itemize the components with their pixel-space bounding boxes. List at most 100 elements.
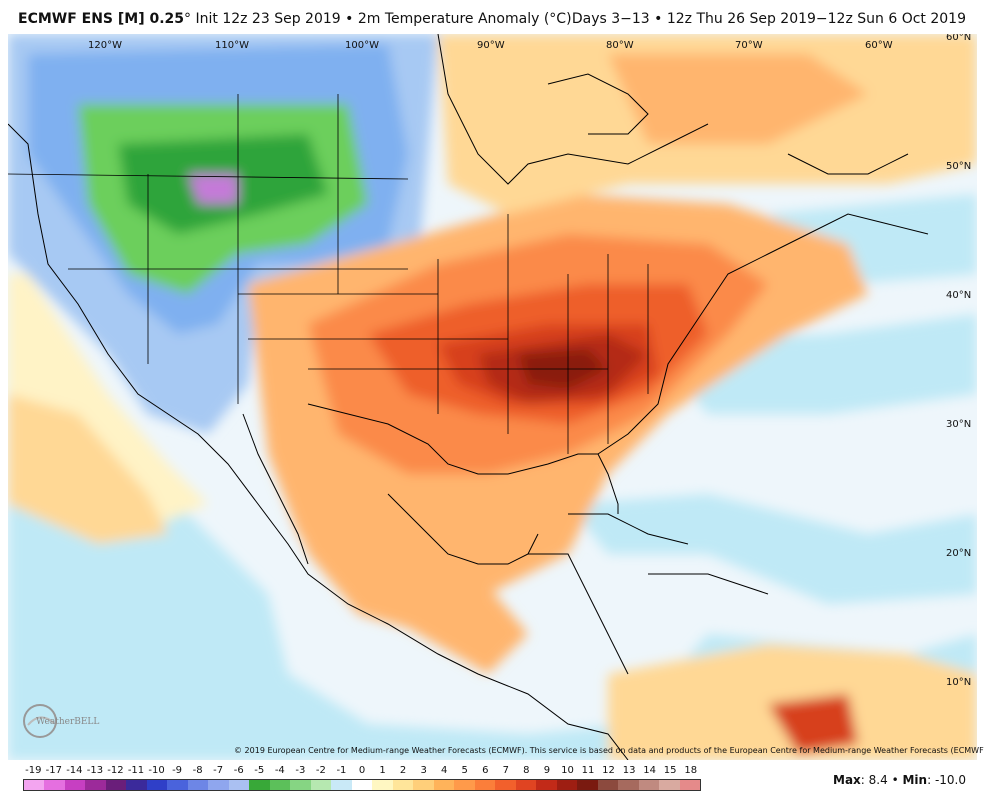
colorbar-swatch: [638, 780, 660, 790]
model-name: ECMWF ENS [M] 0.25: [18, 11, 185, 27]
colorbar-tick-label: 11: [581, 765, 595, 776]
stats-separator: •: [891, 773, 899, 787]
colorbar-tick-label: 12: [602, 765, 615, 776]
colorbar-tick-label: -10: [148, 765, 165, 776]
colorbar-tick-label: -12: [107, 765, 124, 776]
colorbar-tick-label: 13: [622, 765, 636, 776]
lat-label: 20°N: [946, 548, 971, 559]
separator: •: [345, 11, 354, 27]
colorbar-swatch: [413, 780, 434, 790]
lon-label: 60°W: [865, 40, 893, 51]
colorbar-tick-label: 0: [358, 765, 366, 776]
colorbar-tick-label: 1: [379, 765, 386, 776]
colorbar-swatch: [515, 780, 537, 790]
field-name: 2m Temperature Anomaly (: [357, 11, 550, 27]
map-panel: 120°W 110°W 100°W 90°W 80°W 70°W 60°W 60…: [8, 34, 977, 760]
lon-label: 120°W: [88, 40, 122, 51]
colorbar-swatch: [64, 780, 86, 790]
colorbar-swatch: [146, 780, 168, 790]
field-unit: °C): [549, 11, 572, 27]
colorbar-tick-label: 4: [440, 765, 448, 776]
colorbar-swatch: [577, 780, 598, 790]
colorbar-tick-label: 2: [399, 765, 407, 776]
lon-label: 90°W: [477, 40, 505, 51]
colorbar-tick-label: -2: [315, 765, 326, 776]
colorbar-swatch: [105, 780, 127, 790]
colorbar-swatch: [351, 780, 373, 790]
colorbar-swatch: [310, 780, 332, 790]
colorbar-tick-label: 9: [543, 765, 551, 776]
colorbar-tick-label: -5: [254, 765, 265, 776]
colorbar-swatch: [24, 780, 45, 790]
colorbar-tick-label: -7: [213, 765, 224, 776]
lon-label: 100°W: [345, 40, 379, 51]
colorbar-tick-label: 10: [561, 765, 574, 776]
colorbar-tick-label: -3: [295, 765, 306, 776]
colorbar-tick-label: 6: [482, 765, 489, 776]
colorbar-swatch: [331, 780, 352, 790]
lon-label: 70°W: [735, 40, 763, 51]
lon-label: 110°W: [215, 40, 249, 51]
colorbar-swatch: [454, 780, 475, 790]
colorbar-swatch: [228, 780, 250, 790]
colorbar-tick-label: 14: [643, 765, 656, 776]
header: ECMWF ENS [M] 0.25° Init 12z 23 Sep 2019…: [0, 0, 984, 34]
header-title: ECMWF ENS [M] 0.25° Init 12z 23 Sep 2019…: [18, 11, 572, 27]
colorbar-tick-label: -4: [274, 765, 285, 776]
colorbar-swatch: [659, 780, 680, 790]
min-label: Min: [902, 773, 928, 787]
colorbar-swatch: [536, 780, 557, 790]
state-borders: [8, 94, 649, 454]
colorbar-tick-label: 18: [684, 765, 698, 776]
colorbar-tick-label: -8: [192, 765, 203, 776]
colorbar-tick-label: 15: [663, 765, 677, 776]
colorbar: -19 -17 -14 -13 -12 -11 -10 -9 -8 -7 -6 -5 -4 -3 -2 -1 0…: [23, 764, 701, 792]
colorbar-tick-label: -6: [233, 765, 244, 776]
colorbar-swatches: [23, 779, 701, 791]
colorbar-tick-label: -11: [127, 765, 145, 776]
colorbar-swatch: [495, 780, 516, 790]
lat-label: 10°N: [946, 677, 971, 688]
lon-label: 80°W: [606, 40, 634, 51]
colorbar-swatch: [167, 780, 188, 790]
colorbar-swatch: [44, 780, 65, 790]
colorbar-swatch: [290, 780, 311, 790]
valid-range: Days 3−13 • 12z Thu 26 Sep 2019−12z Sun …: [571, 11, 966, 27]
lat-label: 50°N: [946, 161, 971, 172]
lat-label: 40°N: [946, 290, 971, 301]
colorbar-swatch: [433, 780, 455, 790]
weatherbell-logo: WeatherBELL: [23, 704, 99, 738]
colorbar-tick-label: -19: [25, 765, 42, 776]
colorbar-tick-label: -14: [66, 765, 83, 776]
colorbar-swatch: [474, 780, 496, 790]
coastlines: [8, 34, 929, 760]
colorbar-swatch: [372, 780, 393, 790]
max-value: : 8.4: [860, 773, 888, 787]
colorbar-tick-label: 8: [523, 765, 530, 776]
colorbar-tick-label: -13: [86, 765, 104, 776]
lat-label: 30°N: [946, 419, 971, 430]
colorbar-swatch: [208, 780, 229, 790]
max-label: Max: [833, 773, 861, 787]
logo-text: WeatherBELL: [36, 717, 99, 727]
colorbar-swatch: [618, 780, 639, 790]
colorbar-swatch: [392, 780, 414, 790]
colorbar-tick-label: -9: [172, 765, 183, 776]
colorbar-swatch: [556, 780, 578, 790]
colorbar-swatch: [597, 780, 619, 790]
colorbar-tick-label: 3: [420, 765, 427, 776]
colorbar-swatch: [126, 780, 147, 790]
colorbar-tick-label: 7: [502, 765, 509, 776]
copyright: © 2019 European Centre for Medium-range …: [234, 746, 984, 755]
anomaly-shading: [8, 34, 977, 760]
colorbar-swatch: [679, 780, 700, 790]
max-min-stats: Max: 8.4 • Min: -10.0: [833, 773, 966, 787]
init-time: Init 12z 23 Sep 2019: [195, 11, 341, 27]
colorbar-swatch: [187, 780, 209, 790]
degree-mark: °: [184, 11, 192, 27]
min-value: : -10.0: [927, 773, 966, 787]
anomaly-map: 120°W 110°W 100°W 90°W 80°W 70°W 60°W 60…: [8, 34, 977, 760]
colorbar-tick-label: -1: [336, 765, 347, 776]
colorbar-swatch: [249, 780, 270, 790]
colorbar-tick-label: -17: [45, 765, 62, 776]
